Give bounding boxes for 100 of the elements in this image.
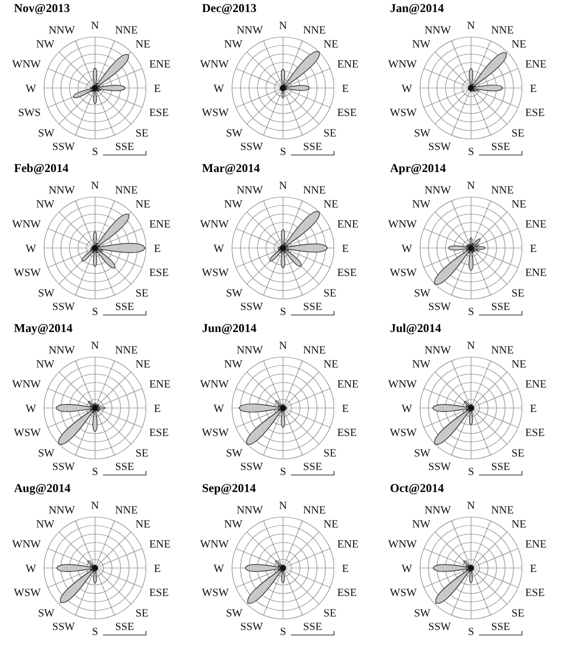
spoke-label: SSW xyxy=(52,141,76,154)
spoke-label: NE xyxy=(136,518,150,530)
chart-title: Mar@2014 xyxy=(202,161,260,175)
spoke-label: NNE xyxy=(303,504,326,517)
spoke-label: E xyxy=(154,242,161,255)
spoke-label: NNW xyxy=(424,24,452,37)
spoke-label: WNW xyxy=(200,378,230,391)
spoke-label: SE xyxy=(512,607,525,620)
spoke-label: SSW xyxy=(52,621,76,634)
spoke-label: NE xyxy=(324,518,338,530)
spoke-label: N xyxy=(279,20,288,32)
spoke-label: SW xyxy=(226,287,244,300)
spoke-label: ENE xyxy=(525,378,547,391)
spoke-label: E xyxy=(342,242,349,255)
spoke-label: SSE xyxy=(491,301,510,314)
spoke-label: WNW xyxy=(388,58,418,71)
spoke-label: W xyxy=(402,242,413,255)
spoke-label: NNW xyxy=(424,344,452,357)
spoke-label: SWS xyxy=(18,106,41,119)
spoke-label: S xyxy=(280,306,286,318)
spoke-label: WSW xyxy=(390,106,418,119)
spoke-label: W xyxy=(26,562,37,575)
spoke-label: NNE xyxy=(115,504,138,517)
spoke-label: SW xyxy=(226,127,244,140)
spoke-label: ESE xyxy=(525,586,546,599)
spoke-label: E xyxy=(530,242,537,255)
chart-title: Sep@2014 xyxy=(202,481,256,495)
spoke-label: N xyxy=(91,180,100,192)
spoke-label: NNE xyxy=(303,344,326,357)
spoke-label: NE xyxy=(324,38,338,50)
spoke-label: NNE xyxy=(491,24,514,37)
spoke-label: WNW xyxy=(12,58,42,71)
spoke-label: ENE xyxy=(525,538,547,551)
spoke-label: NNW xyxy=(236,184,264,197)
spoke-label: S xyxy=(280,626,286,638)
spoke-label: NW xyxy=(36,198,56,210)
spoke-label: ENE xyxy=(337,218,359,231)
spoke-label: N xyxy=(467,180,476,192)
spoke-label: S xyxy=(468,626,474,638)
spoke-label: SW xyxy=(414,127,432,140)
spoke-label: ENE xyxy=(337,378,359,391)
spoke-label: N xyxy=(91,500,100,512)
chart-title: Aug@2014 xyxy=(14,481,71,495)
spoke-label: SSW xyxy=(240,301,264,314)
spoke-label: E xyxy=(342,562,349,575)
spoke-label: NNW xyxy=(424,184,452,197)
spoke-label: WSW xyxy=(202,426,230,439)
spoke-label: SE xyxy=(324,607,337,620)
spoke-label: SE xyxy=(136,287,149,300)
spoke-label: NW xyxy=(412,518,432,530)
spoke-label: SSE xyxy=(115,461,134,474)
spoke-label: WNW xyxy=(388,218,418,231)
spoke-label: S xyxy=(468,466,474,478)
spoke-label: ENE xyxy=(149,538,171,551)
spoke-label: S xyxy=(468,306,474,318)
spoke-label: NE xyxy=(136,358,150,370)
spoke-label: WNW xyxy=(200,538,230,551)
spoke-label: NNW xyxy=(48,344,76,357)
spoke-label: SW xyxy=(226,447,244,460)
spoke-label: NE xyxy=(324,198,338,210)
spoke-label: SSW xyxy=(428,621,452,634)
spoke-label: NW xyxy=(36,358,56,370)
spoke-label: SE xyxy=(512,447,525,460)
spoke-label: NW xyxy=(224,198,244,210)
spoke-label: W xyxy=(402,562,413,575)
spoke-label: NE xyxy=(512,518,526,530)
spoke-label: WSW xyxy=(390,266,418,279)
spoke-label: ESE xyxy=(337,106,358,119)
spoke-label: NNW xyxy=(236,24,264,37)
spoke-label: SSW xyxy=(428,461,452,474)
spoke-label: NNE xyxy=(115,344,138,357)
spoke-label: W xyxy=(402,402,413,415)
spoke-label: SW xyxy=(38,287,56,300)
spoke-label: SW xyxy=(38,127,56,140)
spoke-label: S xyxy=(280,466,286,478)
spoke-label: SE xyxy=(324,127,337,140)
spoke-label: NE xyxy=(512,358,526,370)
spoke-label: NE xyxy=(512,198,526,210)
spoke-label: NNE xyxy=(303,184,326,197)
spoke-label: SSE xyxy=(115,301,134,314)
spoke-label: N xyxy=(467,340,476,352)
spoke-label: E xyxy=(154,82,161,95)
spoke-label: SW xyxy=(414,447,432,460)
spoke-label: WSW xyxy=(202,586,230,599)
spoke-label: ENE xyxy=(525,218,547,231)
spoke-label: SW xyxy=(38,447,56,460)
spoke-label: E xyxy=(342,82,349,95)
spoke-label: SE xyxy=(324,447,337,460)
spoke-label: N xyxy=(467,20,476,32)
spoke-label: ESE xyxy=(337,586,358,599)
spoke-label: WNW xyxy=(388,538,418,551)
spoke-label: SSE xyxy=(303,141,322,154)
spoke-label: SSW xyxy=(240,621,264,634)
spoke-label: S xyxy=(92,306,98,318)
spoke-label: WSW xyxy=(202,266,230,279)
spoke-label: N xyxy=(279,180,288,192)
spoke-label: SW xyxy=(226,607,244,620)
chart-title: Feb@2014 xyxy=(14,161,68,175)
spoke-label: N xyxy=(279,500,288,512)
spoke-label: SSE xyxy=(491,621,510,634)
